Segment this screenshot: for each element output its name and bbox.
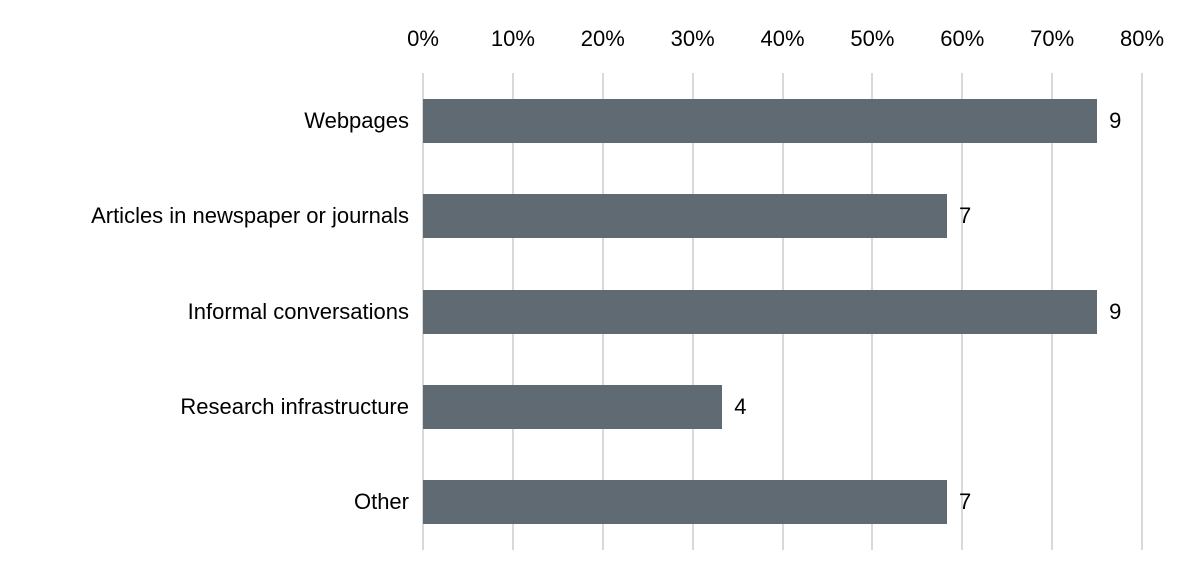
category-label: Research infrastructure <box>180 393 409 419</box>
bar-value-label: 7 <box>958 489 972 515</box>
bar-value-label: 4 <box>734 393 747 419</box>
x-axis-tick-label: 0% <box>407 26 439 51</box>
x-axis-tick-label: 30% <box>670 26 715 51</box>
category-label: Articles in newspaper or journals <box>91 203 409 229</box>
bar <box>423 289 1098 334</box>
x-axis-tick-label: 40% <box>760 26 805 51</box>
category-label: Webpages <box>304 107 409 133</box>
x-axis-tick-label: 10% <box>490 26 535 51</box>
bar <box>423 384 723 429</box>
category-label: Informal conversations <box>187 298 409 324</box>
bar <box>423 194 947 239</box>
bar <box>423 480 947 525</box>
category-label: Other <box>353 489 409 515</box>
bar <box>423 98 1098 143</box>
bar-value-label: 9 <box>1109 298 1122 324</box>
bar-value-label: 9 <box>1109 107 1122 133</box>
x-axis-tick-label: 80% <box>1119 26 1165 51</box>
bar-value-label: 7 <box>958 203 972 229</box>
x-axis-tick-label: 50% <box>850 26 895 51</box>
x-axis-tick-label: 20% <box>580 26 625 51</box>
x-axis-tick-label: 60% <box>940 26 985 51</box>
gridline <box>1141 73 1143 550</box>
x-axis-tick-label: 70% <box>1030 26 1075 51</box>
